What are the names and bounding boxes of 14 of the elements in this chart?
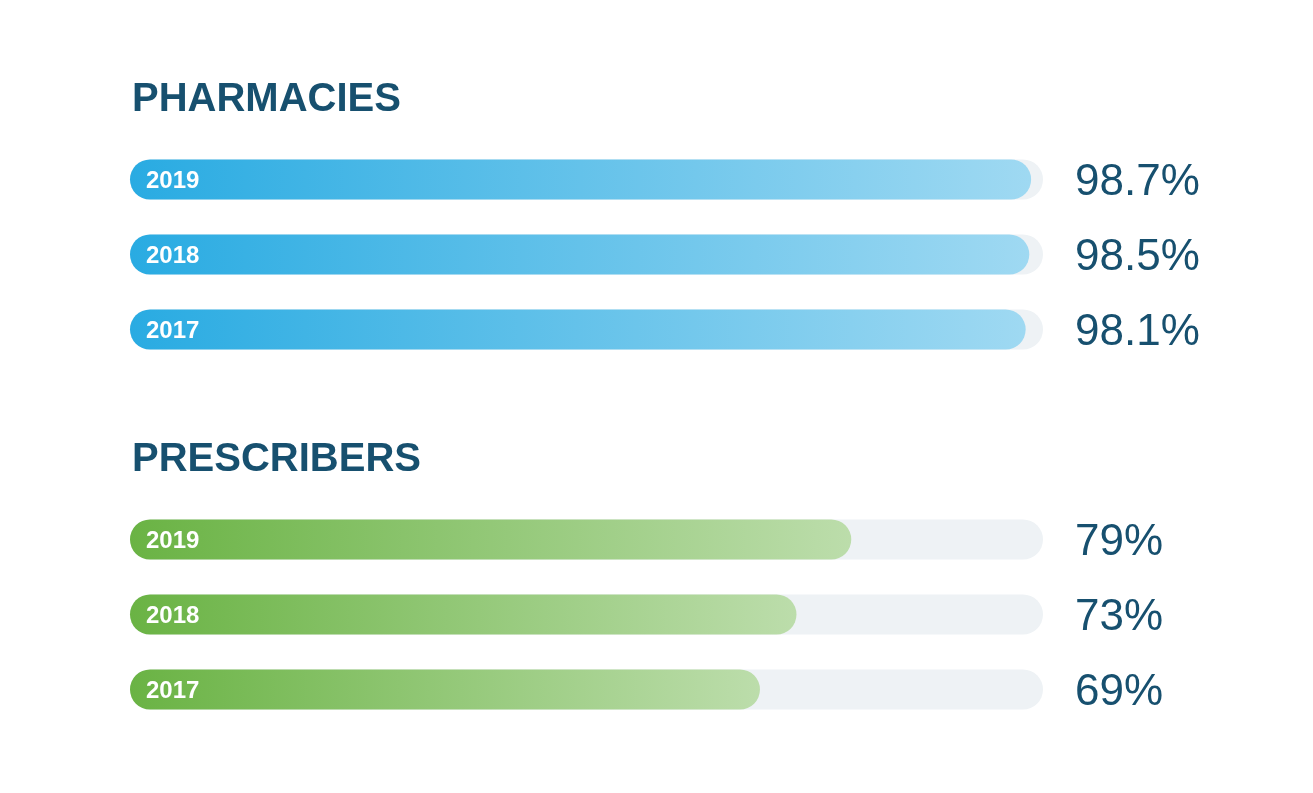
chart-title: PHARMACIES — [132, 75, 401, 119]
y-tick-label: 2017 — [146, 316, 200, 343]
y-tick-label: 2018 — [146, 241, 200, 268]
y-tick-label: 2017 — [146, 676, 200, 703]
y-tick-label: 2018 — [146, 601, 200, 628]
data-label: 69% — [1075, 665, 1164, 714]
chart-title: PRESCRIBERS — [132, 435, 421, 479]
data-label: 98.1% — [1075, 305, 1200, 354]
data-label: 98.7% — [1075, 155, 1200, 204]
y-tick-label: 2019 — [146, 166, 200, 193]
data-label: 79% — [1075, 515, 1164, 564]
data-label: 73% — [1075, 590, 1164, 639]
data-label: 98.5% — [1075, 230, 1200, 279]
y-tick-label: 2019 — [146, 526, 200, 553]
